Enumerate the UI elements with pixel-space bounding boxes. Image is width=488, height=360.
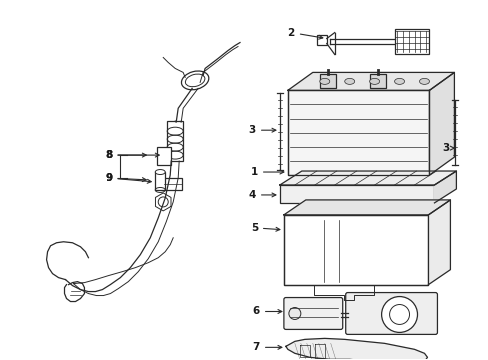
Ellipse shape bbox=[344, 78, 354, 84]
Bar bbox=[284, 215, 427, 285]
Text: 6: 6 bbox=[252, 306, 281, 316]
Text: 5: 5 bbox=[250, 223, 279, 233]
Bar bbox=[316, 35, 326, 45]
Circle shape bbox=[381, 297, 417, 332]
Bar bbox=[319, 75, 335, 88]
Polygon shape bbox=[433, 171, 455, 203]
Text: 3: 3 bbox=[248, 125, 275, 135]
Polygon shape bbox=[279, 171, 455, 185]
Ellipse shape bbox=[394, 78, 404, 84]
Text: 9: 9 bbox=[105, 173, 151, 183]
Polygon shape bbox=[287, 72, 453, 90]
Polygon shape bbox=[428, 72, 453, 175]
Bar bbox=[164, 178, 182, 190]
Text: 3: 3 bbox=[442, 143, 454, 153]
Polygon shape bbox=[284, 200, 449, 215]
FancyBboxPatch shape bbox=[345, 293, 437, 334]
FancyBboxPatch shape bbox=[284, 298, 342, 329]
Text: 8: 8 bbox=[105, 150, 146, 160]
Text: 9: 9 bbox=[105, 173, 146, 183]
Text: 1: 1 bbox=[250, 167, 283, 177]
Text: 8: 8 bbox=[105, 150, 159, 160]
Polygon shape bbox=[285, 338, 427, 360]
Text: 4: 4 bbox=[248, 190, 275, 200]
Ellipse shape bbox=[369, 78, 379, 84]
Text: 7: 7 bbox=[252, 342, 281, 352]
Ellipse shape bbox=[155, 170, 165, 175]
Circle shape bbox=[288, 307, 300, 319]
Bar bbox=[394, 28, 428, 54]
Text: 2: 2 bbox=[287, 28, 322, 39]
Bar bbox=[279, 185, 433, 203]
Ellipse shape bbox=[419, 78, 428, 84]
Bar bbox=[167, 121, 183, 161]
Polygon shape bbox=[427, 200, 449, 285]
Bar bbox=[287, 90, 428, 175]
Bar bbox=[155, 172, 165, 190]
Bar bbox=[284, 215, 427, 285]
Ellipse shape bbox=[319, 78, 329, 84]
Bar bbox=[369, 75, 385, 88]
Bar bbox=[157, 147, 171, 165]
Bar bbox=[287, 90, 428, 175]
